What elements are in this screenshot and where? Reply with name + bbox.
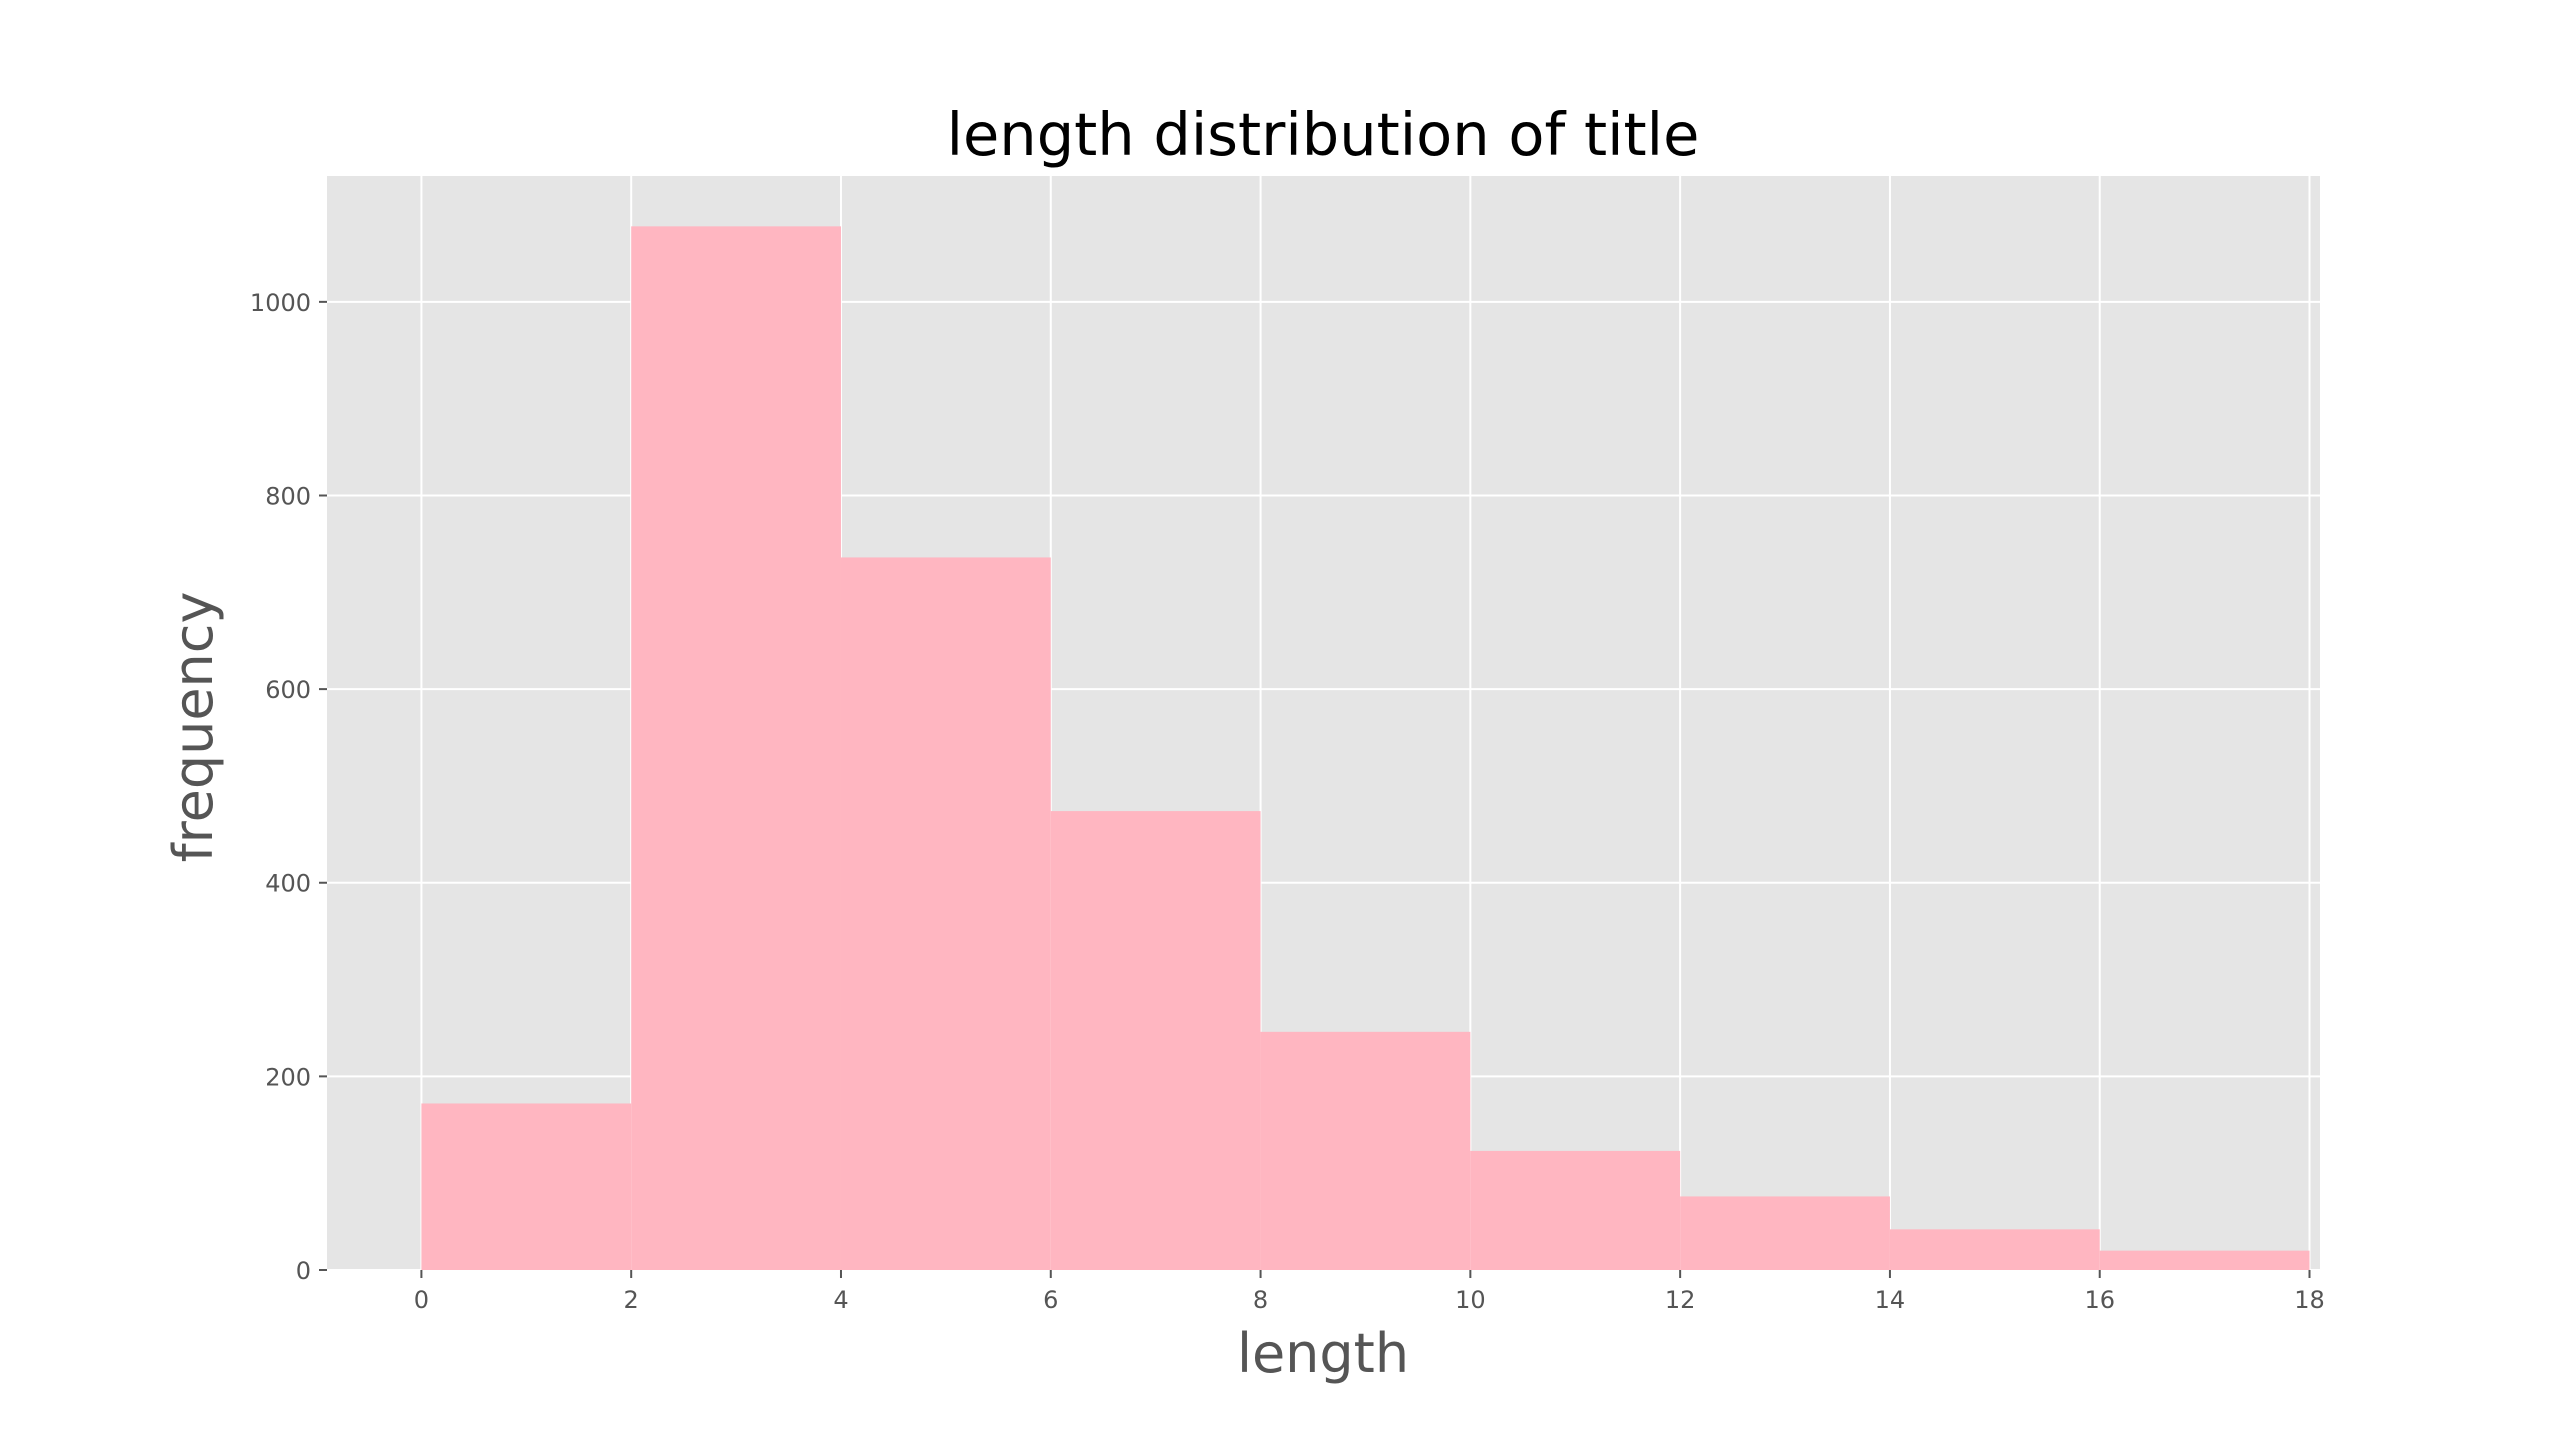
histogram-bar <box>1050 811 1261 1270</box>
y-axis-label: frequency <box>162 592 225 863</box>
x-tick-label: 16 <box>2084 1286 2115 1314</box>
x-tick-label: 0 <box>414 1286 429 1314</box>
x-tick-label: 12 <box>1665 1286 1696 1314</box>
histogram-bar <box>1680 1196 1890 1270</box>
y-tick-label: 600 <box>265 676 311 704</box>
histogram-bar <box>840 557 1051 1270</box>
x-axis-label: length <box>1237 1322 1409 1385</box>
y-tick-label: 200 <box>265 1063 311 1091</box>
histogram-bar <box>1889 1229 2100 1270</box>
histogram-bar <box>1470 1150 1681 1270</box>
histogram-bars <box>421 226 2310 1270</box>
histogram-bar <box>631 226 841 1270</box>
x-tick-label: 10 <box>1455 1286 1486 1314</box>
x-tick-label: 2 <box>624 1286 639 1314</box>
x-tick-label: 6 <box>1043 1286 1058 1314</box>
x-tick-label: 8 <box>1253 1286 1268 1314</box>
x-tick-label: 18 <box>2294 1286 2325 1314</box>
y-tick-label: 1000 <box>250 289 311 317</box>
y-tick-label: 800 <box>265 482 311 510</box>
y-tick-label: 400 <box>265 870 311 898</box>
histogram-bar <box>421 1103 632 1270</box>
y-tick-label: 0 <box>296 1257 311 1285</box>
histogram-bar <box>1260 1031 1471 1270</box>
chart-title: length distribution of title <box>947 100 1700 169</box>
axis-ticks: 0 2 4 6 8 10 12 14 16 18 0 200 400 600 800 1000 <box>250 289 2325 1314</box>
x-tick-label: 4 <box>833 1286 848 1314</box>
x-tick-label: 14 <box>1875 1286 1906 1314</box>
histogram-bar <box>2099 1250 2310 1270</box>
